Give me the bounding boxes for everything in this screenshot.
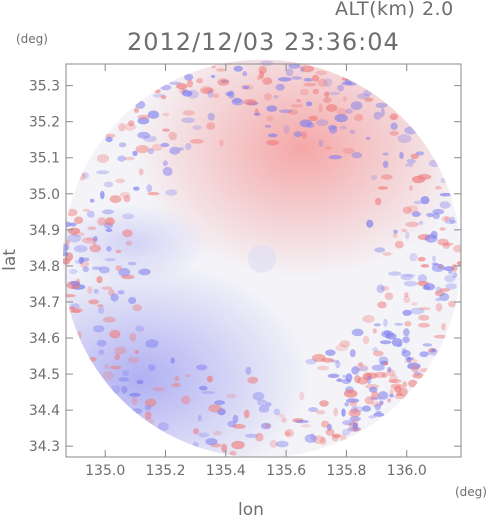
negative-region (62, 258, 312, 458)
y-tick-label: 34.4 (29, 403, 60, 419)
y-tick-label: 34.7 (29, 295, 60, 311)
altitude-label: ALT(km) 2.0 (335, 0, 454, 20)
x-tick-label: 135.0 (85, 463, 125, 479)
y-tick-label: 35.3 (29, 79, 60, 95)
x-axis-title: lon (238, 500, 264, 520)
y-tick-label: 34.5 (29, 367, 60, 383)
y-tick-label: 34.6 (29, 331, 60, 347)
x-tick-label: 135.2 (145, 463, 185, 479)
y-axis-unit: (deg) (16, 32, 48, 46)
negative-region-west (62, 203, 212, 284)
y-tick-label: 34.9 (29, 223, 60, 239)
radar-center (247, 244, 276, 273)
plot-frame (65, 63, 462, 458)
y-axis-ticks: 34.3 34.4 34.5 34.6 34.7 34.8 34.9 35.0 35.1 35.2… (29, 79, 461, 455)
x-tick-label: 135.8 (326, 463, 366, 479)
y-tick-label: 34.8 (29, 259, 60, 275)
y-tick-label: 35.1 (29, 151, 60, 167)
x-tick-label: 135.4 (206, 463, 246, 479)
radar-field (62, 59, 461, 458)
x-axis-ticks: 135.0 135.2 135.4 135.6 135.8 136.0 (85, 64, 427, 479)
x-axis-unit: (deg) (455, 485, 487, 499)
y-tick-label: 34.3 (29, 439, 60, 455)
y-tick-label: 35.0 (29, 187, 60, 203)
x-tick-label: 136.0 (387, 463, 427, 479)
plot-timestamp: 2012/12/03 23:36:04 (127, 28, 400, 56)
speckle-texture (62, 60, 461, 456)
y-tick-label: 35.2 (29, 115, 60, 131)
plot-border (65, 63, 462, 458)
x-tick-label: 135.6 (266, 463, 306, 479)
